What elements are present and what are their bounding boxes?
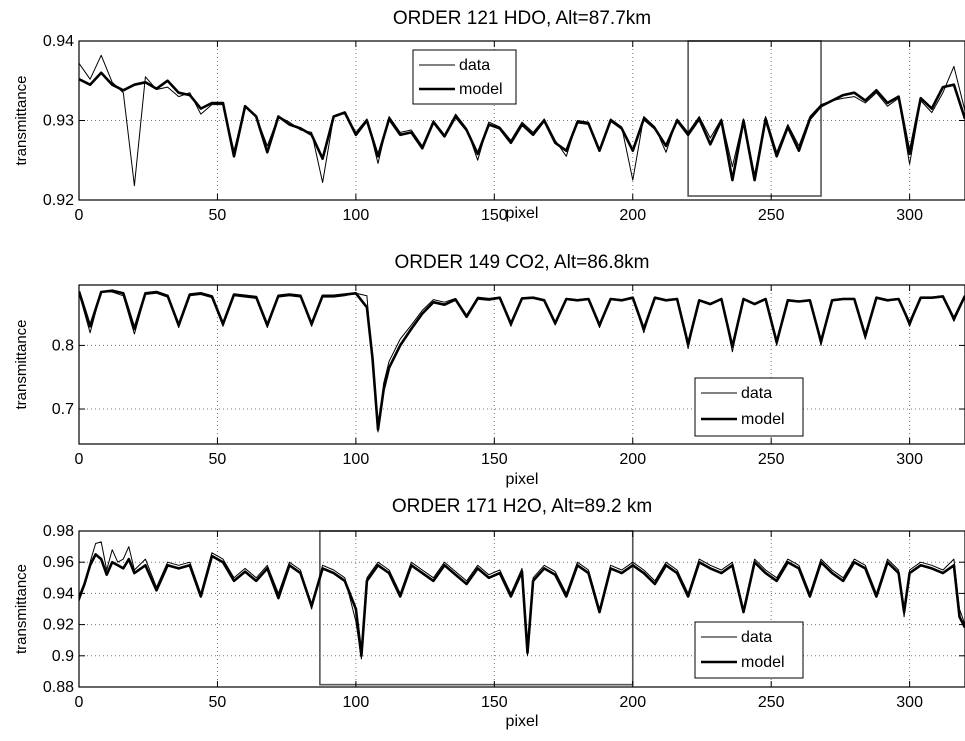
legend-label-data: data [459,57,490,74]
legend-label-model: model [741,411,785,428]
series-line-data [79,541,965,660]
axes-frame [78,284,965,445]
y-tick-label: 0.9 [52,648,74,665]
y-tick-label: 0.94 [43,585,74,602]
x-tick-label: 0 [75,451,84,468]
y-tick-label: 0.88 [43,679,74,696]
y-tick-label: 0.94 [43,33,74,50]
x-tick-label: 50 [209,451,227,468]
x-tick-label: 100 [343,694,370,711]
x-tick-label: 300 [896,694,923,711]
x-tick-label: 100 [343,207,370,224]
chart-title: ORDER 121 HDO, Alt=87.7km [393,8,651,29]
y-tick-label: 0.7 [52,401,74,418]
legend-label-data: data [741,385,772,402]
x-tick-label: 50 [209,207,227,224]
x-tick-label: 300 [896,207,923,224]
chart-panel-2: 0 50 100 150 200 250 300 0.7 0.8 ORDER 149 CO2, A… [13,252,965,488]
legend-box [412,49,517,105]
x-tick-label: 150 [481,694,508,711]
series-line-model [79,71,965,182]
x-tick-label: 100 [343,451,370,468]
legend: data model [412,49,517,105]
legend-label-model: model [459,81,503,98]
x-tick-label: 150 [481,451,508,468]
y-tick-label: 0.92 [43,617,74,634]
x-tick-label: 0 [75,694,84,711]
x-axis-label: pixel [506,205,539,222]
x-tick-label: 200 [619,207,646,224]
x-tick-label: 300 [896,451,923,468]
legend-box [694,621,804,679]
legend: data model [694,621,804,679]
series-line-model [79,289,965,431]
legend-box [694,377,804,437]
y-tick-label: 0.98 [43,523,74,540]
legend-label-data: data [741,629,772,646]
highlight-box [319,530,634,686]
x-tick-label: 200 [619,694,646,711]
x-tick-label: 250 [758,207,785,224]
x-tick-label: 150 [481,207,508,224]
chart-panel-1: 0 50 100 150 200 250 300 0.92 0.93 0.94 ORDER 121 … [13,8,965,224]
y-tick-label: 0.96 [43,554,74,571]
chart-panel-3: 0 50 100 150 200 250 300 0.88 0.9 0.92 0.94 0.96 0.9… [13,496,965,730]
legend: data model [694,377,804,437]
x-tick-label: 0 [75,207,84,224]
chart-title: ORDER 149 CO2, Alt=86.8km [394,252,649,273]
y-tick-label: 0.8 [52,337,74,354]
axes-frame [78,530,965,688]
x-tick-label: 250 [758,451,785,468]
y-tick-label: 0.92 [43,192,74,209]
legend-label-model: model [741,654,785,671]
x-tick-label: 200 [619,451,646,468]
series-line-model [79,553,965,658]
y-axis-label: transmittance [13,564,30,654]
x-tick-label: 250 [758,694,785,711]
y-axis-label: transmittance [13,75,30,165]
y-axis-label: transmittance [13,319,30,409]
x-axis-label: pixel [506,471,539,488]
y-tick-label: 0.93 [43,113,74,130]
chart-title: ORDER 171 H2O, Alt=89.2 km [392,496,652,517]
series-line-data [79,290,965,433]
x-tick-label: 50 [209,694,227,711]
x-axis-label: pixel [506,713,539,730]
